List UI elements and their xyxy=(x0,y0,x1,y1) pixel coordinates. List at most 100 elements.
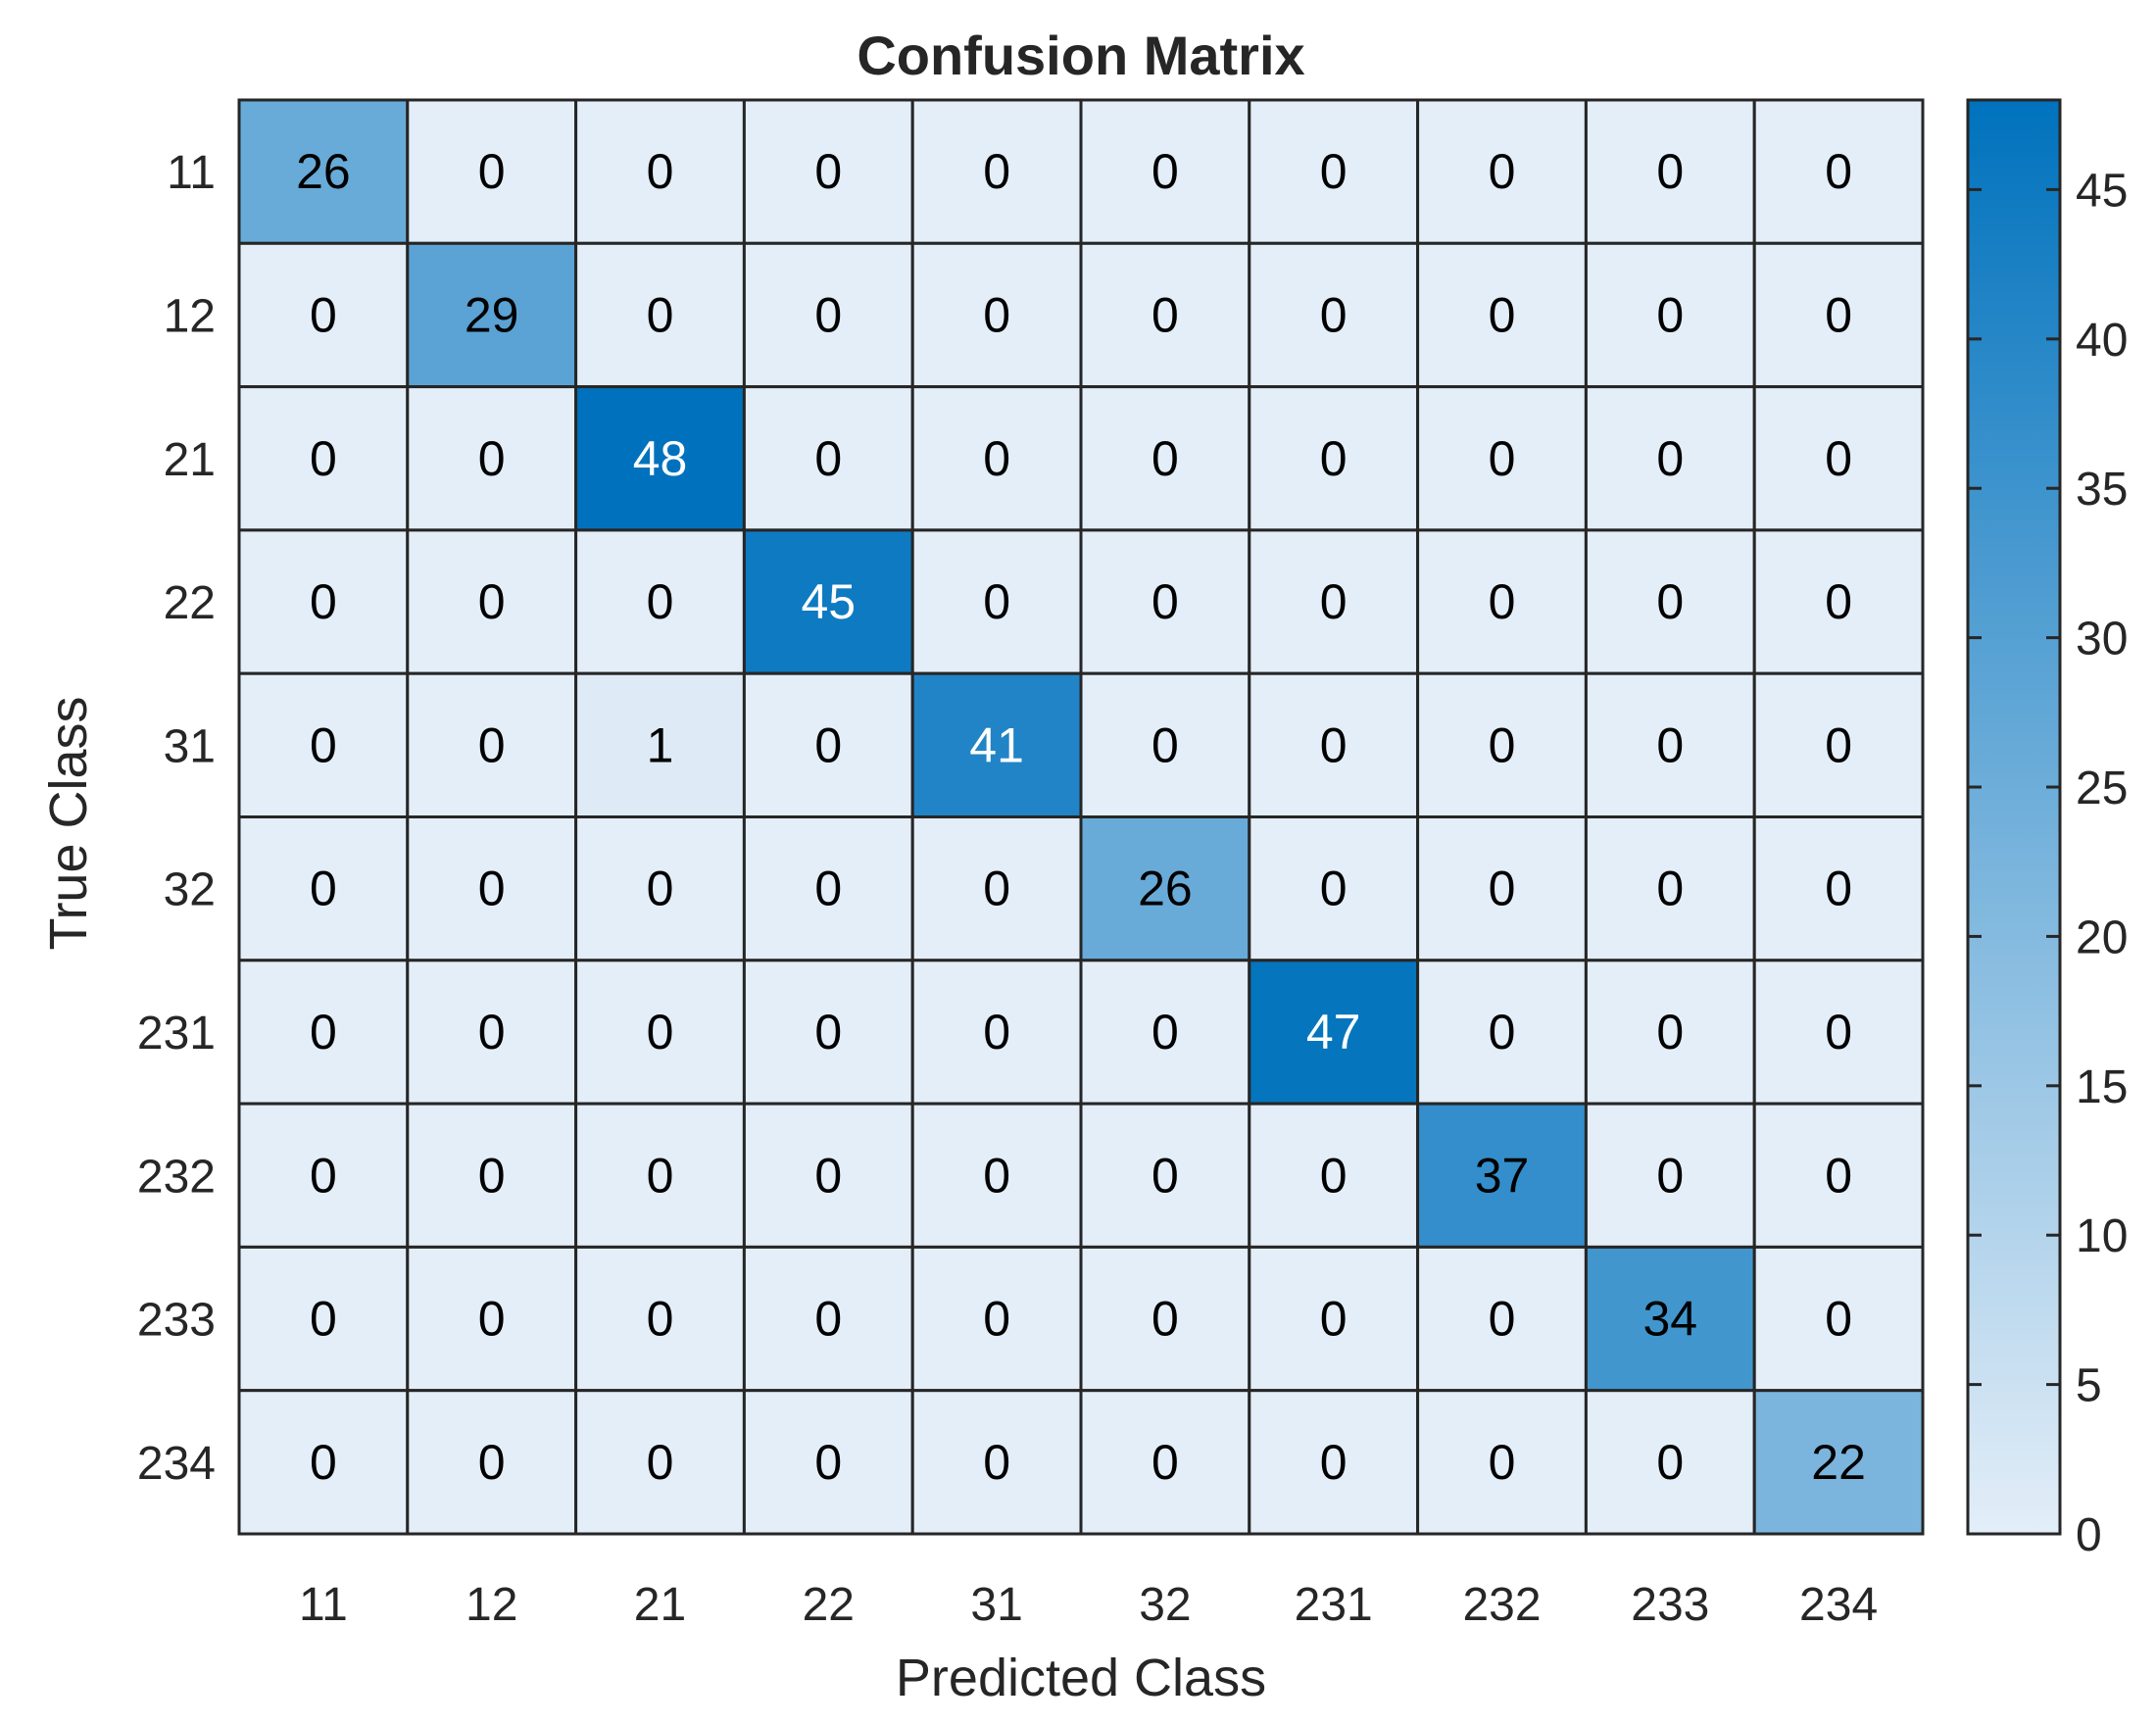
matrix-cell xyxy=(1079,1102,1251,1249)
cell-value-label: 0 xyxy=(478,1292,506,1347)
cell-value-label: 0 xyxy=(478,1148,506,1203)
cell-value-label: 0 xyxy=(983,287,1010,342)
matrix-cell xyxy=(237,98,410,245)
matrix-cell xyxy=(1416,241,1588,389)
cell-value-label: 0 xyxy=(1152,574,1179,629)
cell-value-label: 0 xyxy=(983,144,1010,199)
cell-value-label: 0 xyxy=(1489,1435,1516,1490)
cell-value-label: 0 xyxy=(1152,1435,1179,1490)
matrix-cell xyxy=(1079,815,1251,962)
cell-value-label: 0 xyxy=(310,287,337,342)
matrix-cell xyxy=(1584,1245,1756,1393)
cell-value-label: 0 xyxy=(1152,1005,1179,1060)
matrix-cell xyxy=(1752,1245,1925,1393)
matrix-cell xyxy=(1416,98,1588,245)
matrix-cell xyxy=(910,1389,1083,1536)
matrix-cell xyxy=(742,815,914,962)
matrix-cell xyxy=(1584,815,1756,962)
colorbar-tick-label: 40 xyxy=(2076,315,2128,367)
matrix-cell xyxy=(1416,1102,1588,1249)
cell-value-label: 0 xyxy=(478,431,506,486)
matrix-cell xyxy=(1248,385,1420,532)
matrix-cell xyxy=(1584,385,1756,532)
cell-value-label: 0 xyxy=(310,431,337,486)
matrix-cell xyxy=(574,815,746,962)
matrix-cell xyxy=(742,1102,914,1249)
x-axis-label: Predicted Class xyxy=(896,1649,1266,1707)
matrix-cell xyxy=(1752,98,1925,245)
cell-value-label: 0 xyxy=(983,1005,1010,1060)
cell-value-label: 45 xyxy=(801,574,856,629)
matrix-cell xyxy=(237,815,410,962)
matrix-cell xyxy=(910,815,1083,962)
matrix-cell xyxy=(1584,959,1756,1106)
colorbar-tick-label: 15 xyxy=(2076,1061,2128,1113)
cell-value-label: 0 xyxy=(983,1148,1010,1203)
cell-value-label: 0 xyxy=(814,1292,842,1347)
cell-value-label: 0 xyxy=(1656,717,1684,772)
cell-value-label: 0 xyxy=(1825,717,1852,772)
matrix-cell xyxy=(406,1245,578,1393)
y-tick-label: 12 xyxy=(164,290,216,342)
cell-value-label: 0 xyxy=(1656,287,1684,342)
cell-value-label: 0 xyxy=(814,862,842,916)
cell-value-label: 0 xyxy=(310,574,337,629)
cell-value-label: 0 xyxy=(310,717,337,772)
matrix-cell xyxy=(574,98,746,245)
cell-value-label: 37 xyxy=(1475,1148,1530,1203)
matrix-cell xyxy=(1752,385,1925,532)
cell-value-label: 0 xyxy=(983,431,1010,486)
matrix-cell xyxy=(1752,528,1925,675)
cell-value-label: 0 xyxy=(647,574,674,629)
cell-value-label: 0 xyxy=(1152,431,1179,486)
cell-value-label: 0 xyxy=(1656,1148,1684,1203)
cell-value-label: 0 xyxy=(1825,1148,1852,1203)
cell-value-label: 0 xyxy=(647,1292,674,1347)
matrix-cell xyxy=(406,98,578,245)
cell-value-label: 0 xyxy=(1489,1005,1516,1060)
cell-value-label: 0 xyxy=(478,862,506,916)
y-tick-label: 31 xyxy=(164,720,216,772)
matrix-cell xyxy=(1752,1102,1925,1249)
matrix-cell xyxy=(1416,671,1588,819)
colorbar-tick-label: 10 xyxy=(2076,1210,2128,1262)
cell-value-label: 0 xyxy=(1656,862,1684,916)
cell-value-label: 0 xyxy=(310,1435,337,1490)
y-tick-label: 232 xyxy=(137,1151,216,1203)
cell-value-label: 26 xyxy=(296,144,351,199)
cell-value-label: 26 xyxy=(1138,862,1193,916)
cell-value-label: 0 xyxy=(1320,144,1348,199)
cell-value-label: 0 xyxy=(647,1148,674,1203)
colorbar-tick-label: 35 xyxy=(2076,464,2128,516)
matrix-cells: 26 0 0 0 0 0 0 0 0 0 0 29 0 0 0 0 0 0 0 0 0 0 48 0 0 0 0 0 0 0 0 0 0 45 0 0… xyxy=(237,98,1925,1536)
x-tick-label: 31 xyxy=(970,1579,1022,1631)
y-tick-label: 32 xyxy=(164,864,216,916)
matrix-cell xyxy=(1079,959,1251,1106)
cell-value-label: 0 xyxy=(1152,1292,1179,1347)
cell-value-label: 29 xyxy=(465,287,519,342)
colorbar-tick-label: 25 xyxy=(2076,763,2128,814)
cell-value-label: 0 xyxy=(983,1292,1010,1347)
matrix-cell xyxy=(1248,528,1420,675)
matrix-cell xyxy=(1079,98,1251,245)
cell-value-label: 0 xyxy=(983,1435,1010,1490)
matrix-cell xyxy=(1752,671,1925,819)
cell-value-label: 0 xyxy=(647,862,674,916)
cell-value-label: 0 xyxy=(814,717,842,772)
cell-value-label: 0 xyxy=(1320,431,1348,486)
matrix-cell xyxy=(1752,241,1925,389)
x-tick-label: 234 xyxy=(1799,1579,1878,1631)
matrix-cell xyxy=(910,1102,1083,1249)
colorbar-tick-label: 0 xyxy=(2076,1509,2102,1561)
cell-value-label: 0 xyxy=(1320,574,1348,629)
matrix-cell xyxy=(1079,528,1251,675)
x-tick-label: 233 xyxy=(1631,1579,1709,1631)
cell-value-label: 0 xyxy=(310,1148,337,1203)
cell-value-label: 48 xyxy=(633,431,688,486)
matrix-cell xyxy=(1584,1102,1756,1249)
matrix-cell xyxy=(910,671,1083,819)
cell-value-label: 0 xyxy=(1152,717,1179,772)
x-tick-label: 11 xyxy=(299,1579,348,1631)
matrix-cell xyxy=(406,241,578,389)
cell-value-label: 0 xyxy=(478,1435,506,1490)
